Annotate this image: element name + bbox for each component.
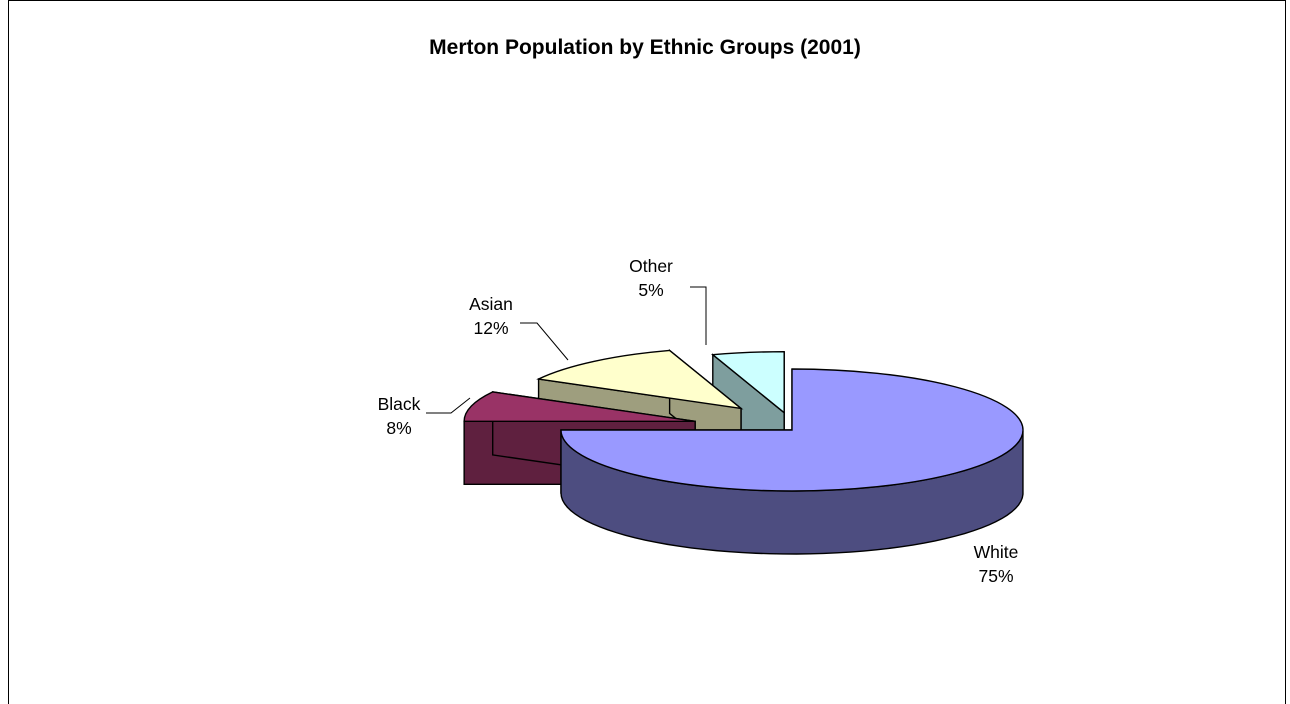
data-label-asian: Asian 12% bbox=[469, 294, 513, 338]
leader-line-black bbox=[426, 397, 471, 414]
data-label-white: White 75% bbox=[974, 542, 1019, 586]
data-label-black: Black 8% bbox=[378, 394, 421, 438]
chart-title: Merton Population by Ethnic Groups (2001… bbox=[429, 36, 861, 59]
data-label-other: Other 5% bbox=[629, 256, 673, 300]
leader-line-other bbox=[690, 286, 707, 345]
slice-white bbox=[560, 368, 1024, 555]
leader-line-asian bbox=[520, 322, 569, 361]
